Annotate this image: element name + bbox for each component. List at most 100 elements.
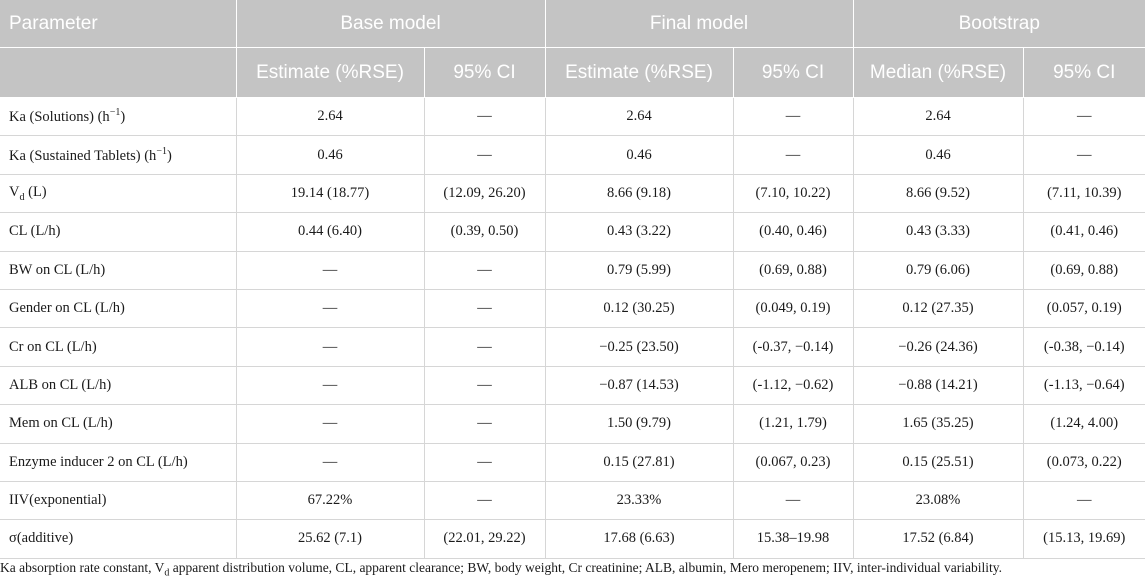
final-ci-cell: (0.40, 0.46)	[733, 212, 854, 252]
final-ci-cell: 15.38–19.98	[733, 519, 854, 559]
parameter-name: Enzyme inducer 2 on CL (L/h)	[9, 453, 188, 470]
bootstrap-median-cell: −0.26 (24.36)	[853, 327, 1024, 367]
base-estimate-cell: 0.46	[236, 135, 425, 175]
final-ci-cell: (0.067, 0.23)	[733, 443, 854, 482]
final-estimate-cell: 0.15 (27.81)	[545, 443, 734, 482]
base-ci-cell: —	[424, 135, 546, 175]
parameter-cell: Ka (Solutions) (h−1)	[0, 97, 237, 137]
base-ci-cell: —	[424, 97, 546, 137]
parameter-name: BW on CL (L/h)	[9, 261, 106, 278]
header-row-groups: Parameter Base model Final model Bootstr…	[0, 0, 1145, 48]
parameter-name: IIV(exponential)	[9, 492, 107, 509]
base-ci-cell: —	[424, 327, 546, 367]
parameter-superscript: −1	[109, 107, 121, 119]
footnote-text-rest: apparent distribution volume, CL, appare…	[169, 560, 1002, 575]
bootstrap-median-cell: 0.43 (3.33)	[853, 212, 1024, 252]
parameter-cell: IIV(exponential)	[0, 481, 237, 521]
base-estimate-cell: 67.22%	[236, 481, 425, 521]
base-ci-cell: —	[424, 251, 546, 290]
final-estimate-cell: −0.87 (14.53)	[545, 366, 734, 406]
base-ci-cell: —	[424, 366, 546, 406]
final-estimate-cell: −0.25 (23.50)	[545, 327, 734, 367]
base-ci-cell: —	[424, 288, 546, 329]
bootstrap-ci-cell: (7.11, 10.39)	[1023, 174, 1145, 214]
subheader-final-ci: 95% CI	[733, 47, 854, 98]
base-ci-cell: (12.09, 26.20)	[424, 174, 546, 214]
base-estimate-cell: 25.62 (7.1)	[236, 519, 425, 559]
table-row: Gender on CL (L/h) — —0.12 (30.25) (0.049, …	[0, 288, 1145, 329]
base-estimate-cell: —	[236, 327, 425, 367]
parameter-unit: (L)	[24, 184, 47, 201]
table-row: CL (L/h) 0.44 (6.40) (0.39, 0.50) 0.43 (3.2…	[0, 212, 1145, 252]
base-ci-cell: —	[424, 404, 546, 444]
base-estimate-cell: 0.44 (6.40)	[236, 212, 425, 252]
final-ci-cell: (7.10, 10.22)	[733, 174, 854, 214]
final-ci-cell: (0.049, 0.19)	[733, 288, 854, 329]
base-ci-cell: —	[424, 443, 546, 482]
table-row: Vd (L) 19.14 (18.77) (12.09, 26.20) 8.66 (9…	[0, 174, 1145, 214]
base-estimate-cell: —	[236, 288, 425, 329]
base-ci-cell: (22.01, 29.22)	[424, 519, 546, 559]
bootstrap-median-cell: 23.08%	[853, 481, 1024, 521]
bootstrap-ci-cell: —	[1023, 135, 1145, 175]
bootstrap-ci-cell: —	[1023, 97, 1145, 137]
parameter-name: Cr on CL (L/h)	[9, 338, 97, 355]
parameter-name: σ(additive)	[9, 530, 74, 547]
parameter-name: CL (L/h)	[9, 223, 61, 240]
base-ci-cell: —	[424, 481, 546, 521]
final-ci-cell: (0.69, 0.88)	[733, 251, 854, 290]
parameter-cell: BW on CL (L/h)	[0, 251, 237, 290]
final-ci-cell: (1.21, 1.79)	[733, 404, 854, 444]
footnote-subscript: d	[164, 567, 170, 579]
parameter-name: Ka (Sustained Tablets) (h	[9, 147, 157, 164]
subheader-final-estimate: Estimate (%RSE)	[545, 47, 734, 98]
final-estimate-cell: 0.43 (3.22)	[545, 212, 734, 252]
header-empty-cell	[0, 47, 237, 98]
final-ci-cell: —	[733, 135, 854, 175]
parameter-cell: Vd (L)	[0, 174, 237, 214]
parameter-cell: Mem on CL (L/h)	[0, 404, 237, 444]
final-estimate-cell: 1.50 (9.79)	[545, 404, 734, 444]
parameter-cell: Cr on CL (L/h)	[0, 327, 237, 367]
parameter-unit: )	[166, 147, 172, 164]
parameter-cell: Enzyme inducer 2 on CL (L/h)	[0, 443, 237, 482]
header-group-base-model: Base model	[236, 0, 546, 48]
bootstrap-ci-cell: (0.41, 0.46)	[1023, 212, 1145, 252]
final-ci-cell: —	[733, 481, 854, 521]
parameter-name: Gender on CL (L/h)	[9, 300, 125, 317]
bootstrap-median-cell: 8.66 (9.52)	[853, 174, 1024, 214]
parameter-name: ALB on CL (L/h)	[9, 376, 112, 393]
subheader-bootstrap-median: Median (%RSE)	[853, 47, 1024, 98]
parameter-cell: ALB on CL (L/h)	[0, 366, 237, 406]
bootstrap-ci-cell: (0.69, 0.88)	[1023, 251, 1145, 290]
base-estimate-cell: —	[236, 251, 425, 290]
bootstrap-ci-cell: (0.073, 0.22)	[1023, 443, 1145, 482]
parameter-cell: Ka (Sustained Tablets) (h−1)	[0, 135, 237, 175]
subheader-base-ci: 95% CI	[424, 47, 546, 98]
table-row: Enzyme inducer 2 on CL (L/h) — —0.15 (27.8…	[0, 443, 1145, 482]
subheader-base-estimate: Estimate (%RSE)	[236, 47, 425, 98]
table-row: BW on CL (L/h) — —0.79 (5.99) (0.69, 0.88) 0…	[0, 251, 1145, 290]
final-ci-cell: —	[733, 97, 854, 137]
final-estimate-cell: 8.66 (9.18)	[545, 174, 734, 214]
table-row: ALB on CL (L/h) — — −0.87 (14.53) (-1.12, −0…	[0, 366, 1145, 406]
final-estimate-cell: 0.79 (5.99)	[545, 251, 734, 290]
table-row: Ka (Sustained Tablets) (h−1) 0.46—0.46—0.…	[0, 135, 1145, 175]
final-estimate-cell: 0.12 (30.25)	[545, 288, 734, 329]
header-parameter: Parameter	[0, 0, 237, 48]
table-body: Ka (Solutions) (h−1) 2.64—2.64—2.64— Ka (S…	[0, 97, 1145, 559]
bootstrap-median-cell: 2.64	[853, 97, 1024, 137]
bootstrap-median-cell: 0.15 (25.51)	[853, 443, 1024, 482]
final-estimate-cell: 0.46	[545, 135, 734, 175]
header-group-final-model: Final model	[545, 0, 854, 48]
base-estimate-cell: 19.14 (18.77)	[236, 174, 425, 214]
results-table: Parameter Base model Final model Bootstr…	[0, 0, 1145, 559]
base-ci-cell: (0.39, 0.50)	[424, 212, 546, 252]
subheader-bootstrap-ci: 95% CI	[1023, 47, 1145, 98]
final-estimate-cell: 2.64	[545, 97, 734, 137]
base-estimate-cell: —	[236, 404, 425, 444]
bootstrap-median-cell: 17.52 (6.84)	[853, 519, 1024, 559]
bootstrap-median-cell: −0.88 (14.21)	[853, 366, 1024, 406]
final-estimate-cell: 23.33%	[545, 481, 734, 521]
parameter-superscript: −1	[156, 145, 167, 157]
